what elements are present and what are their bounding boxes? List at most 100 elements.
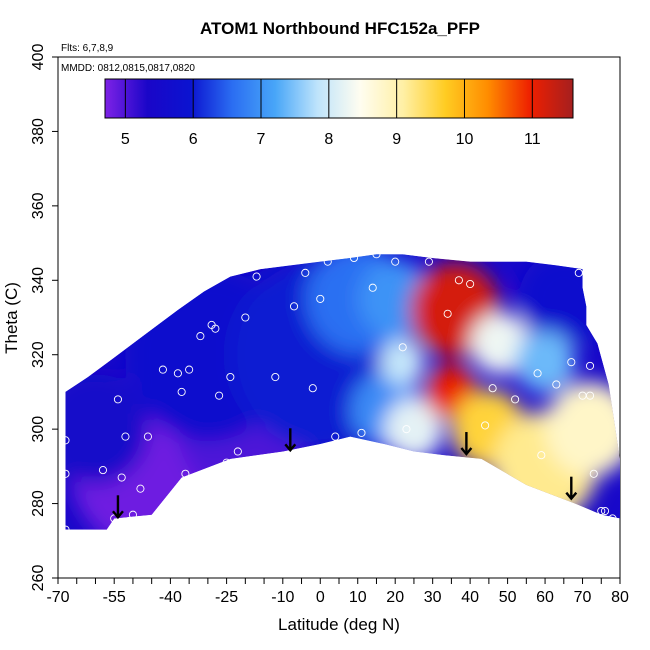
colorbar-tick-label: 10	[456, 131, 474, 148]
x-axis-tick-label: 60	[536, 589, 554, 606]
y-axis-tick-label: 260	[30, 565, 47, 592]
flight-arrows	[112, 428, 578, 520]
colorbar-tick-label: 7	[257, 131, 266, 148]
sample-point	[466, 279, 475, 289]
sample-point	[196, 332, 205, 341]
chart-title: ATOM1 Northbound HFC152a_PFP	[200, 19, 480, 38]
sample-point	[585, 391, 595, 400]
colorbar-ticks: 5 6 7 8 9 10 11	[121, 79, 541, 148]
colorbar-tick-label: 11	[524, 131, 541, 148]
sample-point	[574, 268, 583, 277]
field-clipped	[65, 254, 620, 530]
sample-point	[402, 425, 411, 434]
arrow-head	[460, 447, 473, 456]
sample-point	[443, 309, 452, 318]
sample-point	[331, 432, 340, 441]
sample-point	[98, 466, 108, 475]
sample-point	[323, 257, 332, 266]
sample-point	[567, 358, 576, 367]
sample-point	[552, 380, 561, 389]
field-blob	[383, 397, 444, 461]
y-axis-label: Theta (C)	[2, 282, 21, 354]
sample-point	[481, 421, 490, 430]
y-axis: 260 280 300 320 340 360 380 400	[30, 44, 58, 592]
y-axis-tick-label: 380	[30, 118, 47, 145]
field-blob	[545, 381, 620, 477]
field-blob	[518, 254, 609, 347]
x-axis-tick-label: -40	[159, 589, 182, 606]
x-axis-tick-label: -10	[271, 589, 294, 606]
sample-point	[117, 473, 126, 482]
sample-point	[301, 268, 310, 277]
x-axis-tick-label: 10	[349, 589, 367, 606]
sample-point	[308, 384, 317, 393]
sample-point	[533, 369, 542, 378]
sample-point	[289, 302, 299, 311]
sample-point	[271, 372, 280, 382]
sample-point	[608, 514, 617, 523]
sample-point	[368, 283, 377, 292]
sample-point	[488, 384, 497, 393]
x-axis-tick-label: 70	[574, 589, 592, 606]
sample-point	[143, 432, 152, 441]
mmdd-annotation: MMDD: 0812,0815,0817,0820	[61, 63, 195, 74]
field-blob	[380, 338, 426, 386]
sample-point	[177, 387, 186, 396]
field-blob	[65, 374, 148, 485]
arrow-head	[112, 510, 124, 520]
sample-point	[211, 324, 220, 333]
sample-point	[61, 469, 70, 478]
sample-points	[61, 250, 617, 534]
colorbar-tick-label: 9	[392, 131, 401, 148]
field-blob	[515, 330, 576, 394]
sample-point	[252, 272, 261, 281]
x-axis: -70 -55 -40 -25 -10 0 10 20 30 40 50 60 70 80	[46, 578, 629, 606]
sample-point	[398, 343, 407, 352]
flights-annotation: Flts: 6,7,8,9	[61, 43, 114, 54]
colorbar-tick-label: 6	[189, 131, 198, 148]
sample-point	[424, 257, 433, 266]
field-blobs	[65, 254, 620, 530]
y-axis-tick-label: 280	[30, 490, 47, 517]
x-axis-tick-label: 80	[611, 589, 629, 606]
sample-point	[121, 432, 130, 441]
sample-point	[136, 484, 145, 493]
x-axis-tick-label: 0	[316, 589, 325, 606]
arrow-head	[565, 491, 578, 501]
colorbar-tick-label: 8	[324, 131, 333, 148]
sample-point	[391, 257, 400, 266]
x-axis-tick-label: 20	[386, 589, 404, 606]
sample-point	[372, 250, 381, 259]
colorbar-tick-label: 5	[121, 131, 130, 148]
x-axis-tick-label: -55	[103, 589, 126, 606]
sample-point	[181, 469, 190, 478]
colorbar: 5 6 7 8 9 10 11	[104, 78, 574, 148]
sample-point	[173, 369, 182, 378]
x-axis-tick-label: -70	[46, 589, 69, 606]
x-axis-tick-label: 30	[424, 589, 442, 606]
sample-point	[158, 365, 167, 374]
sample-point	[357, 428, 366, 437]
sample-point	[61, 436, 70, 445]
y-axis-tick-label: 400	[30, 44, 47, 71]
sample-point	[222, 458, 231, 467]
field-blob	[470, 312, 531, 376]
concentration-field	[65, 254, 620, 530]
sample-point	[511, 395, 520, 404]
sample-point	[61, 525, 70, 534]
y-axis-tick-label: 300	[30, 416, 47, 443]
colorbar-box	[104, 78, 574, 119]
sample-point	[589, 469, 598, 478]
sample-point	[233, 447, 242, 456]
y-axis-tick-label: 340	[30, 267, 47, 294]
x-axis-tick-label: 40	[461, 589, 479, 606]
y-axis-tick-label: 360	[30, 192, 47, 219]
sample-point	[241, 313, 250, 322]
sample-point	[226, 372, 235, 382]
y-axis-tick-label: 320	[30, 341, 47, 368]
x-axis-tick-label: -25	[215, 589, 238, 606]
x-axis-label: Latitude (deg N)	[278, 615, 400, 634]
sample-point	[600, 506, 610, 516]
sample-point	[454, 276, 463, 285]
